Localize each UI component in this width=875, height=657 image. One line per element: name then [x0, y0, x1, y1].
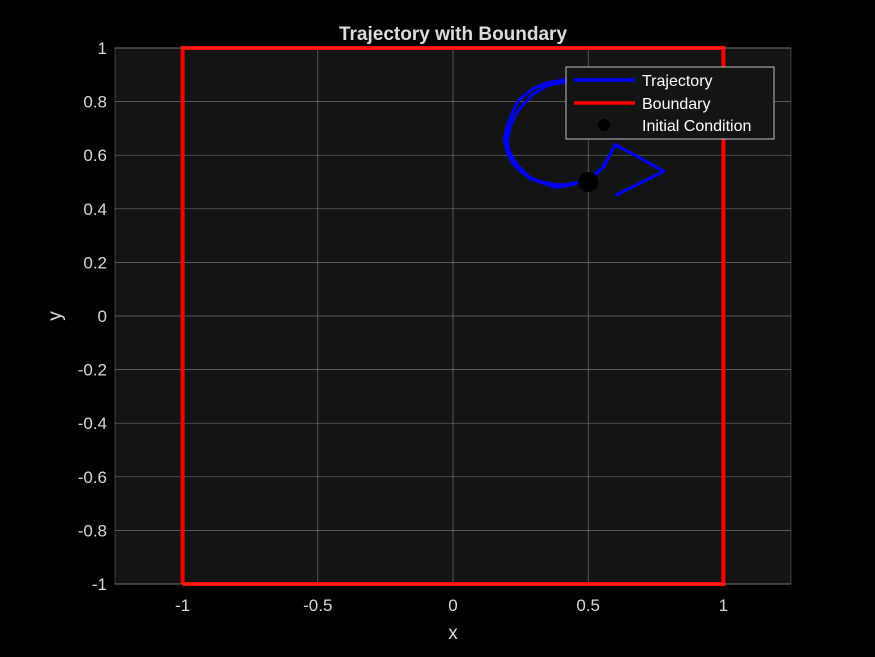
y-tick-label: -0.6 [78, 468, 107, 487]
chart-title: Trajectory with Boundary [339, 24, 567, 45]
y-tick-label: 0.2 [83, 253, 107, 272]
legend: Trajectory Boundary Initial Condition [565, 66, 775, 140]
legend-initial-condition-swatch [598, 119, 610, 131]
x-tick-label: 0 [448, 596, 457, 615]
y-tick-label: -0.8 [78, 521, 107, 540]
legend-boundary-label: Boundary [642, 96, 711, 113]
y-tick-label: -1 [92, 575, 107, 594]
initial-condition-marker [578, 172, 599, 192]
x-tick-label: -1 [175, 596, 190, 615]
y-axis-label: y [45, 311, 66, 321]
x-tick-labels: -1 -0.5 0 0.5 1 [175, 596, 728, 615]
x-tick-label: 1 [719, 596, 728, 615]
x-tick-label: -0.5 [303, 596, 332, 615]
y-tick-labels: -1 -0.8 -0.6 -0.4 -0.2 0 0.2 0.4 0.6 0.8 1 [78, 39, 107, 594]
grid [115, 47, 791, 585]
y-tick-label: 0 [98, 307, 107, 326]
y-tick-label: -0.2 [78, 361, 107, 380]
plot-area-border [114, 47, 792, 585]
x-tick-label: 0.5 [576, 596, 600, 615]
y-tick-label: 1 [98, 39, 107, 58]
legend-initial-condition-label: Initial Condition [642, 118, 751, 135]
y-tick-label: 0.8 [83, 93, 107, 112]
y-tick-label: -0.4 [78, 414, 107, 433]
x-axis-label: x [448, 623, 458, 644]
legend-trajectory-label: Trajectory [642, 73, 713, 90]
y-tick-label: 0.4 [83, 200, 107, 219]
y-tick-label: 0.6 [83, 146, 107, 165]
marker-layer [578, 172, 599, 192]
